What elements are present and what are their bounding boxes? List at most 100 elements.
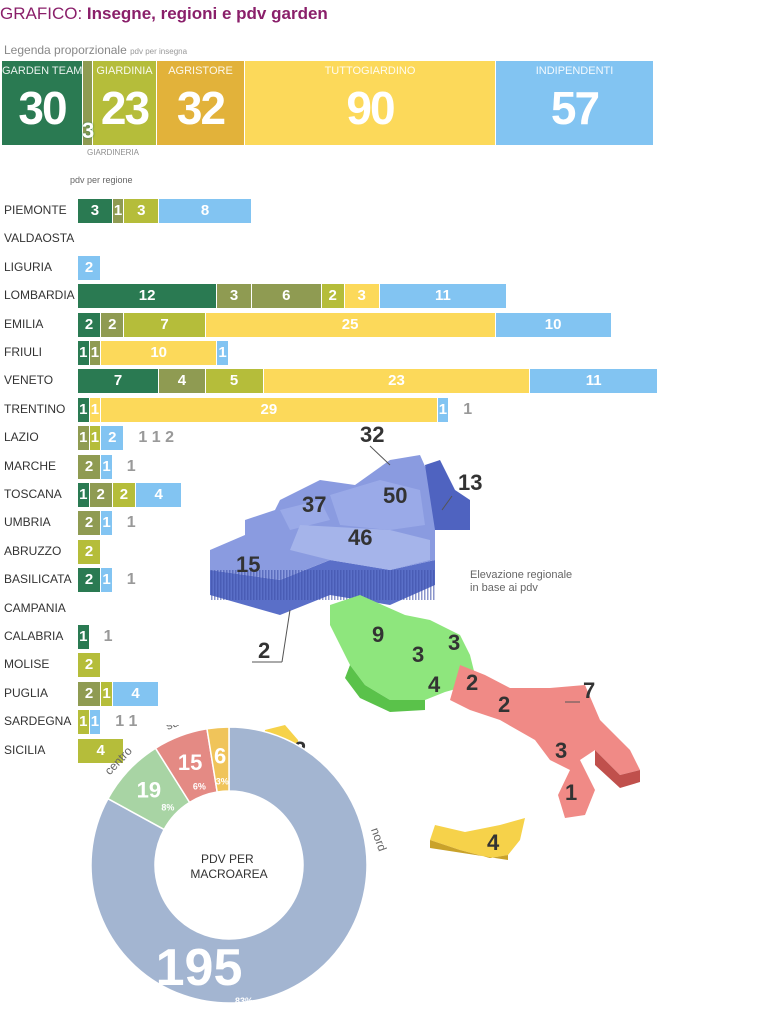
donut-slice-isole [206,726,230,793]
donut-category-sud: sud [164,725,187,733]
map-label-puglia: 7 [583,678,595,703]
region-bar-segment: 4 [78,738,125,763]
region-label: CALABRIA [4,629,64,643]
map-label-piemonte: 37 [302,492,326,517]
region-bar-segment: 11 [379,284,508,309]
map-label-basilicata: 3 [555,738,567,763]
region-bar-segment: 4 [136,483,183,507]
donut-value-isole: 6 [214,743,226,768]
region-bar-segment: 1 [78,710,90,735]
region-bar-segment: 3 [344,284,380,309]
region-label: LIGURIA [4,259,53,274]
region-label: CAMPANIA [4,600,66,615]
region-bar-segment: 1 [101,511,113,536]
region-bar-segment: 2 [78,568,102,593]
map-label-abruzzo: 2 [466,670,478,695]
giardineria-label: GIARDINERIA [87,148,140,157]
region-bar-segment: 1 [101,568,113,593]
region-bar-segment: 3 [217,284,252,309]
italy-elevation-map: 32 50 13 37 46 15 2 9 3 3 4 2 2 7 3 1 2 … [210,422,640,860]
region-bar-segment: 29 [101,397,438,422]
region-bar-segment: 2 [78,255,102,280]
donut-center-line: PDV PER [201,852,254,866]
region-bar-segment: 2 [321,284,345,309]
region-outside-value: 1 [126,457,136,475]
region-label: BASILICATA [4,572,72,587]
brand-value: 30 [18,82,67,134]
map-label-toscana: 9 [372,622,384,647]
region-bar-segment: 1 [101,454,113,479]
region-bar-segment: 2 [78,511,102,536]
region-label: SARDEGNA [4,714,72,729]
region-bar-segment: 1 [89,397,102,422]
region-label: UMBRIA [4,515,51,530]
region-bar-segment: 23 [263,369,531,394]
legend-label-text: Legenda proporzionale [4,43,127,57]
giardineria-value: 3 [82,118,95,143]
title-text: Insegne, regioni e pdv garden [86,4,328,23]
region-bar-segment: 2 [89,483,113,507]
region-label: VENETO [4,373,54,388]
brand-name: GARDEN TEAM [2,65,82,77]
map-note-line: Elevazione regionale [470,569,572,581]
region-bar-segment: 1 [78,625,90,649]
region-label: TOSCANA [4,487,62,501]
title-prefix: GRAFICO: [0,4,83,23]
donut-value-nord: 195 [156,939,243,997]
region-outside-value: 1 1 [115,713,138,731]
region-bar-segment: 4 [112,681,160,706]
brand-name: TUTTOGIARDINO [324,65,416,77]
region-label: ABRUZZO [4,543,62,558]
region-bar-segment: 1 [89,710,102,735]
donut-value-centro: 19 [137,778,161,803]
region-bar-segment: 2 [112,483,136,507]
region-label: MARCHE [4,458,57,473]
map-label-lazio: 4 [428,672,441,697]
region-bar-segment: 3 [78,199,113,223]
map-nord [210,455,470,615]
region-label: MOLISE [4,657,50,672]
map-centro [330,595,475,712]
brand-value: 23 [100,82,150,134]
region-outside-value: 1 1 2 [138,429,174,447]
map-label-sicilia: 4 [487,830,500,855]
brand-box-agristore: AGRISTORE 32 [157,61,244,145]
region-label: SICILIA [4,742,46,757]
brand-value: 32 [176,82,226,134]
map-label-valdaosta: 32 [360,422,384,447]
region-label: PUGLIA [4,685,49,700]
donut-slices [90,726,368,1004]
region-label: TRENTINO [4,401,66,416]
region-label: FRIULI [4,345,43,359]
chart-title: GRAFICO: Insegne, regioni e pdv garden [0,4,328,24]
per-region-label: pdv per regione [70,175,133,185]
region-bar-segment: 10 [101,341,218,365]
region-bar-segment: 1 [437,397,450,422]
region-outside-value: 1 [463,400,473,418]
map-sud [450,665,640,818]
brand-box-garden-team: GARDEN TEAM 30 [2,61,82,145]
region-bar-segment: 12 [78,284,218,309]
map-label-calabria: 1 [565,780,577,805]
map-note-line: in base ai pdv [470,582,538,594]
region-label: VALDAOSTA [4,231,75,246]
donut-percent-isole: 3% [216,776,229,786]
region-bar-segment: 10 [495,312,612,337]
donut-category-nord: nord [368,826,389,853]
region-bar-segment: 1 [78,341,90,365]
region-bar-segment: 1 [101,681,113,706]
region-bar-segment: 8 [159,199,252,223]
region-bar-segment: 1 [78,426,90,451]
donut-slice-nord [90,726,368,1004]
region-label: LOMBARDIA [4,288,75,303]
brand-box-giardineria [83,61,92,145]
region-outside-value: 1 [126,571,136,589]
region-bar-segment: 2 [78,454,102,479]
region-bar-segment: 2 [78,312,102,337]
region-bar-segment: 1 [78,483,90,507]
donut-percent-nord: 83% [235,996,253,1006]
map-note: Elevazione regionale in base ai pdv [470,569,575,594]
region-bar-segment: 1 [112,199,125,223]
donut-value-sud: 15 [178,750,202,775]
